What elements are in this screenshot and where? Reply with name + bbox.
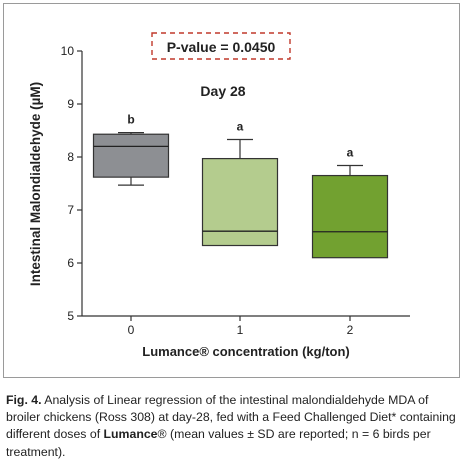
x-tick-label: 0 bbox=[128, 323, 135, 337]
p-value-label: P-value = 0.0450 bbox=[167, 39, 276, 55]
x-tick-label: 1 bbox=[237, 323, 244, 337]
box-1 bbox=[201, 157, 279, 247]
y-tick-label: 6 bbox=[67, 256, 74, 270]
caption-label: Fig. 4. bbox=[6, 393, 42, 407]
y-tick-label: 7 bbox=[67, 203, 74, 217]
y-tick-label: 10 bbox=[61, 44, 75, 58]
caption-registered-mark: ® bbox=[157, 427, 167, 442]
caption-brand: Lumance bbox=[103, 427, 158, 442]
box-0 bbox=[92, 133, 170, 178]
box-plot-chart: 5 6 7 8 9 10 0 1 2 b a a Day 28 P-value = 0.0450 Luman… bbox=[28, 32, 410, 359]
significance-letter: a bbox=[347, 145, 354, 159]
y-axis-label: Intestinal Malondialdehyde (µM) bbox=[28, 82, 43, 286]
figure-caption: Fig. 4. Analysis of Linear regression of… bbox=[6, 392, 458, 461]
p-value-box bbox=[151, 32, 291, 60]
caption-text-part2: (mean values ± SD are reported; n = 6 bi… bbox=[6, 427, 431, 459]
y-tick-label: 9 bbox=[67, 97, 74, 111]
chart-title: Day 28 bbox=[200, 83, 245, 99]
x-tick-label: 2 bbox=[347, 323, 354, 337]
x-axis-label: Lumance® concentration (kg/ton) bbox=[142, 344, 349, 359]
caption-text-part1: Analysis of Linear regression of the int… bbox=[6, 393, 456, 442]
figure-panel: 5 6 7 8 9 10 0 1 2 b a a Day 28 P-value = 0.0450 Luman… bbox=[3, 3, 460, 378]
box-2 bbox=[311, 174, 389, 259]
y-tick-label: 5 bbox=[67, 309, 74, 323]
significance-letter: b bbox=[127, 113, 134, 127]
significance-letter: a bbox=[237, 120, 244, 134]
y-tick-label: 8 bbox=[67, 150, 74, 164]
